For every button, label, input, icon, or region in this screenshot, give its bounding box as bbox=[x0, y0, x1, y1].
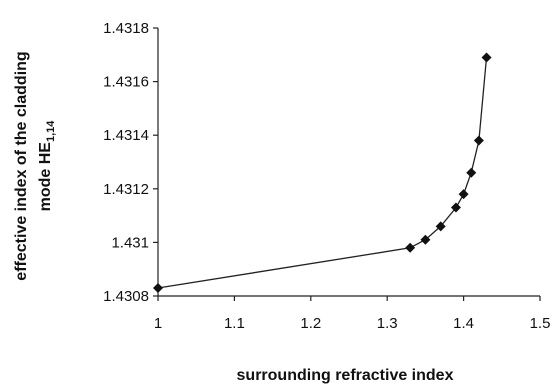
data-point bbox=[481, 52, 492, 63]
y-axis-title: effective index of the cladding mode HE1… bbox=[13, 51, 57, 280]
plot-area bbox=[157, 28, 540, 297]
y-tick-label: 1.4314 bbox=[103, 127, 149, 144]
data-series bbox=[153, 52, 492, 293]
data-point bbox=[405, 242, 416, 253]
x-tick-label: 1.5 bbox=[530, 315, 551, 332]
y-axis-title-subscript: 1,14 bbox=[45, 120, 57, 142]
data-point bbox=[450, 202, 461, 213]
data-point bbox=[466, 167, 477, 178]
x-tick-label: 1.2 bbox=[300, 315, 321, 332]
y-axis-title-line1: effective index of the cladding bbox=[13, 51, 30, 280]
x-axis-ticks: 1 1.1 1.2 1.3 1.4 1.5 bbox=[154, 296, 551, 332]
y-tick-label: 1.4316 bbox=[103, 74, 149, 91]
data-point bbox=[435, 221, 446, 232]
x-tick-label: 1.1 bbox=[224, 315, 245, 332]
y-tick-label: 1.431 bbox=[111, 234, 149, 251]
x-tick-label: 1.3 bbox=[377, 315, 398, 332]
data-point bbox=[473, 135, 484, 146]
y-axis-title-line2: mode HE1,14 bbox=[37, 120, 57, 212]
y-tick-label: 1.4312 bbox=[103, 181, 149, 198]
y-axis-title-main: mode HE bbox=[37, 142, 54, 212]
data-point bbox=[153, 282, 163, 293]
y-tick-label: 1.4308 bbox=[103, 288, 149, 305]
y-axis-ticks: 1.4308 1.431 1.4312 1.4314 1.4316 1.4318 bbox=[103, 20, 158, 305]
x-axis-title: surrounding refractive index bbox=[237, 367, 454, 384]
series-line bbox=[157, 57, 488, 289]
data-point bbox=[458, 189, 469, 200]
x-tick-label: 1.4 bbox=[453, 315, 474, 332]
y-tick-label: 1.4318 bbox=[103, 20, 149, 37]
data-point bbox=[420, 234, 431, 245]
x-tick-label: 1 bbox=[154, 315, 162, 332]
